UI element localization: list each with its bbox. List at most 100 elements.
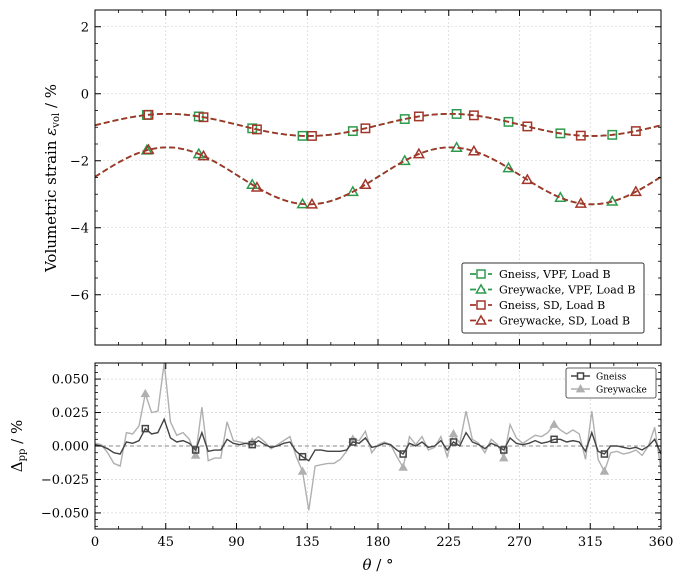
difference-y-axis-label-sub: pp — [17, 449, 28, 462]
difference-y-axis-label-symbol: Δ — [8, 461, 26, 472]
difference-series-marker — [349, 438, 357, 446]
strain-series-line — [94, 112, 662, 137]
strain-series-marker — [297, 130, 308, 141]
strain-series-marker — [246, 178, 259, 189]
strain-legend-label: Greywacke, SD, Load B — [499, 315, 630, 328]
difference-ticks — [94, 363, 662, 529]
strain-series-marker — [522, 121, 533, 132]
difference-series-marker — [549, 419, 559, 428]
strain-series-marker — [305, 197, 319, 209]
strain-series-marker — [630, 126, 641, 137]
strain-legend-label: Gneiss, SD, Load B — [499, 299, 605, 312]
x-tick-label: 225 — [436, 535, 461, 550]
difference-series-marker — [600, 450, 609, 458]
strain-y-tick-label: −2 — [70, 154, 89, 169]
strain-series-marker — [503, 116, 514, 127]
strain-series-marker — [629, 185, 642, 197]
difference-series — [94, 362, 662, 511]
difference-legend-label: Greywacke — [596, 386, 647, 396]
strain-series-marker — [606, 195, 619, 206]
strain-series-marker — [467, 144, 481, 156]
difference-legend-label: Gneiss — [596, 373, 627, 383]
x-tick-label: 315 — [578, 535, 603, 550]
x-axis-label-unit: / ° — [371, 556, 393, 574]
strain-series-marker — [143, 109, 154, 120]
difference-panel: 0.050 0.025 0.000 −0.025 −0.050 0 45 90 135 180 2… — [8, 362, 674, 574]
difference-series-marker — [599, 466, 610, 475]
strain-series-marker — [607, 129, 618, 140]
strain-series-marker — [413, 111, 424, 122]
difference-series-marker — [449, 438, 458, 446]
difference-series-marker — [399, 450, 407, 458]
difference-y-tick-label: 0.050 — [52, 373, 89, 388]
x-axis-label: θ / ° — [362, 556, 393, 574]
strain-legend-marker — [475, 283, 487, 294]
difference-x-tick-labels: 0 45 90 135 180 225 270 315 360 — [91, 535, 674, 550]
strain-legend-marker — [476, 269, 486, 279]
strain-series-marker — [307, 130, 317, 141]
strain-y-tick-labels: 2 0 −2 −4 −6 — [70, 20, 89, 303]
strain-legend-box — [461, 262, 645, 334]
strain-series-marker — [198, 112, 209, 123]
x-axis-label-symbol: θ — [362, 556, 371, 574]
strain-legend-label: Greywacke, VPF, Load B — [499, 284, 635, 297]
strain-y-tick-label: 2 — [81, 20, 89, 35]
strain-series-marker — [250, 181, 264, 192]
difference-y-axis-label-unit: / % — [8, 420, 26, 449]
x-tick-label: 90 — [228, 535, 245, 550]
difference-series-marker — [248, 440, 256, 449]
strain-y-axis-label-main: Volumetric strain — [42, 136, 60, 273]
difference-y-axis-label: Δpp / % — [8, 420, 28, 473]
strain-series-marker — [142, 143, 155, 155]
difference-legend-marker — [576, 372, 585, 380]
x-tick-label: 360 — [649, 535, 674, 550]
difference-series-marker — [141, 424, 150, 433]
strain-series-marker — [412, 147, 426, 159]
difference-series-line — [94, 417, 662, 462]
difference-y-tick-label: −0.050 — [41, 506, 89, 521]
difference-series-marker — [448, 428, 459, 438]
difference-series-marker — [550, 435, 558, 444]
strain-y-axis-label: Volumetric strain εvol / % — [42, 84, 62, 273]
strain-series-marker — [502, 161, 515, 173]
strain-panel: 2 0 −2 −4 −6 Volumetric strain εvol / % Gnei… — [42, 9, 662, 346]
strain-legend-label: Gneiss, VPF, Load B — [499, 268, 611, 281]
strain-series-marker — [574, 197, 587, 208]
difference-series-marker — [398, 462, 408, 471]
difference-legend: Gneiss Greywacke — [565, 367, 657, 399]
difference-series-marker — [140, 388, 151, 398]
strain-ticks — [94, 9, 662, 345]
difference-series-marker — [298, 452, 307, 461]
difference-legend-marker — [575, 384, 586, 393]
strain-series-line — [94, 146, 662, 206]
strain-series-marker — [359, 178, 372, 189]
strain-series-marker — [360, 123, 371, 134]
strain-series-marker — [468, 110, 479, 121]
difference-y-tick-labels: 0.050 0.025 0.000 −0.025 −0.050 — [41, 373, 89, 522]
strain-legend-marker — [475, 314, 487, 325]
strain-y-axis-label-unit: / % — [42, 84, 60, 113]
x-tick-label: 270 — [507, 535, 532, 550]
difference-series-marker — [297, 466, 308, 475]
strain-legend-marker — [476, 300, 486, 310]
strain-series-marker — [575, 130, 586, 141]
difference-series-line — [94, 362, 662, 511]
difference-series-marker — [500, 446, 508, 454]
strain-series-marker — [521, 173, 534, 185]
x-tick-label: 45 — [157, 535, 174, 550]
strain-series-marker — [197, 149, 210, 161]
strain-y-tick-label: −4 — [70, 221, 89, 236]
x-tick-label: 180 — [366, 535, 391, 550]
strain-series — [94, 109, 662, 209]
difference-y-tick-label: 0.025 — [52, 406, 89, 421]
difference-series-marker — [191, 446, 200, 454]
strain-series-marker — [251, 124, 262, 135]
difference-series-marker — [499, 453, 509, 462]
difference-y-tick-label: −0.025 — [41, 473, 89, 488]
strain-y-axis-label-symbol: ε — [42, 128, 60, 136]
difference-series-marker — [190, 450, 201, 459]
strain-legend: Gneiss, VPF, Load B Greywacke, VPF, Load … — [461, 262, 645, 334]
x-tick-label: 0 — [91, 535, 99, 550]
x-tick-label: 135 — [295, 535, 320, 550]
